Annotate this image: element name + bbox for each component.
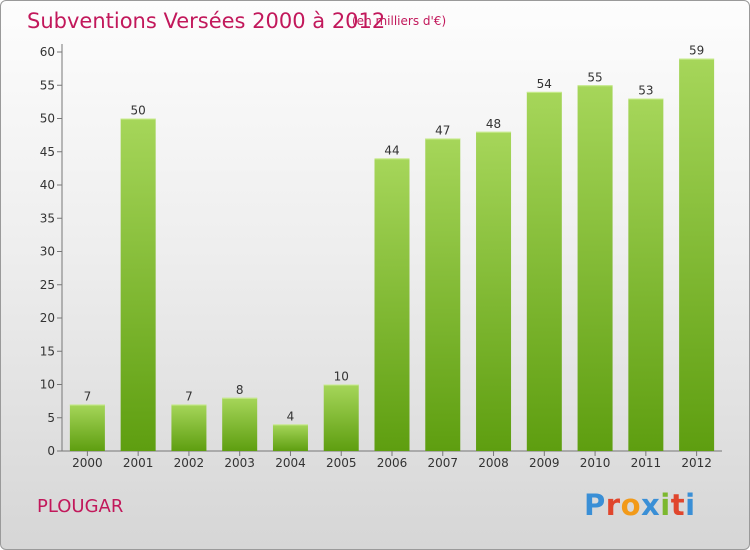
- bar: [526, 91, 562, 452]
- data-label: 59: [689, 44, 704, 58]
- bar: [69, 404, 105, 451]
- bar: [679, 58, 715, 452]
- bar: [272, 424, 308, 451]
- y-tick-label: 45: [40, 145, 55, 159]
- y-tick-label: 35: [40, 211, 55, 225]
- y-tick-label: 30: [40, 245, 55, 259]
- data-label: 55: [587, 70, 602, 84]
- y-tick-label: 0: [47, 444, 55, 458]
- x-tick-label: 2009: [529, 456, 560, 470]
- x-tick-label: 2002: [174, 456, 205, 470]
- commune-name: PLOUGAR: [37, 496, 124, 517]
- bar: [374, 158, 410, 451]
- bar: [323, 384, 359, 451]
- x-tick-label: 2003: [224, 456, 255, 470]
- x-tick-label: 2010: [580, 456, 611, 470]
- data-label: 7: [185, 389, 193, 403]
- data-label: 7: [84, 389, 92, 403]
- x-tick-label: 2006: [377, 456, 408, 470]
- y-tick-label: 15: [40, 344, 55, 358]
- y-tick-label: 60: [40, 45, 55, 59]
- y-tick-label: 5: [47, 411, 55, 425]
- bar: [628, 98, 664, 452]
- data-label: 47: [435, 123, 450, 137]
- x-tick-label: 2001: [123, 456, 154, 470]
- data-label: 4: [287, 409, 295, 423]
- proxiti-logo: Proxiti: [584, 488, 696, 522]
- x-tick-label: 2000: [72, 456, 103, 470]
- data-label: 8: [236, 383, 244, 397]
- y-tick-label: 55: [40, 78, 55, 92]
- chart-unit: (en milliers d'€): [352, 14, 447, 28]
- y-tick-label: 40: [40, 178, 55, 192]
- chart-title: Subventions Versées 2000 à 2012: [27, 9, 386, 33]
- data-label: 50: [131, 104, 146, 118]
- x-tick-label: 2011: [631, 456, 662, 470]
- x-tick-label: 2007: [427, 456, 458, 470]
- y-tick-label: 25: [40, 278, 55, 292]
- data-label: 53: [638, 84, 653, 98]
- x-tick-label: 2008: [478, 456, 509, 470]
- bar: [425, 138, 461, 451]
- y-tick-label: 10: [40, 378, 55, 392]
- data-label: 54: [537, 77, 552, 91]
- data-label: 44: [384, 143, 399, 157]
- data-label: 10: [334, 370, 349, 384]
- x-tick-label: 2012: [681, 456, 712, 470]
- bar: [577, 85, 613, 451]
- x-tick-label: 2005: [326, 456, 357, 470]
- bar: [476, 131, 512, 452]
- bar: [222, 397, 258, 451]
- y-tick-label: 20: [40, 311, 55, 325]
- x-tick-label: 2004: [275, 456, 306, 470]
- y-tick-label: 50: [40, 112, 55, 126]
- bar: [120, 118, 156, 451]
- bar: [171, 404, 207, 451]
- data-label: 48: [486, 117, 501, 131]
